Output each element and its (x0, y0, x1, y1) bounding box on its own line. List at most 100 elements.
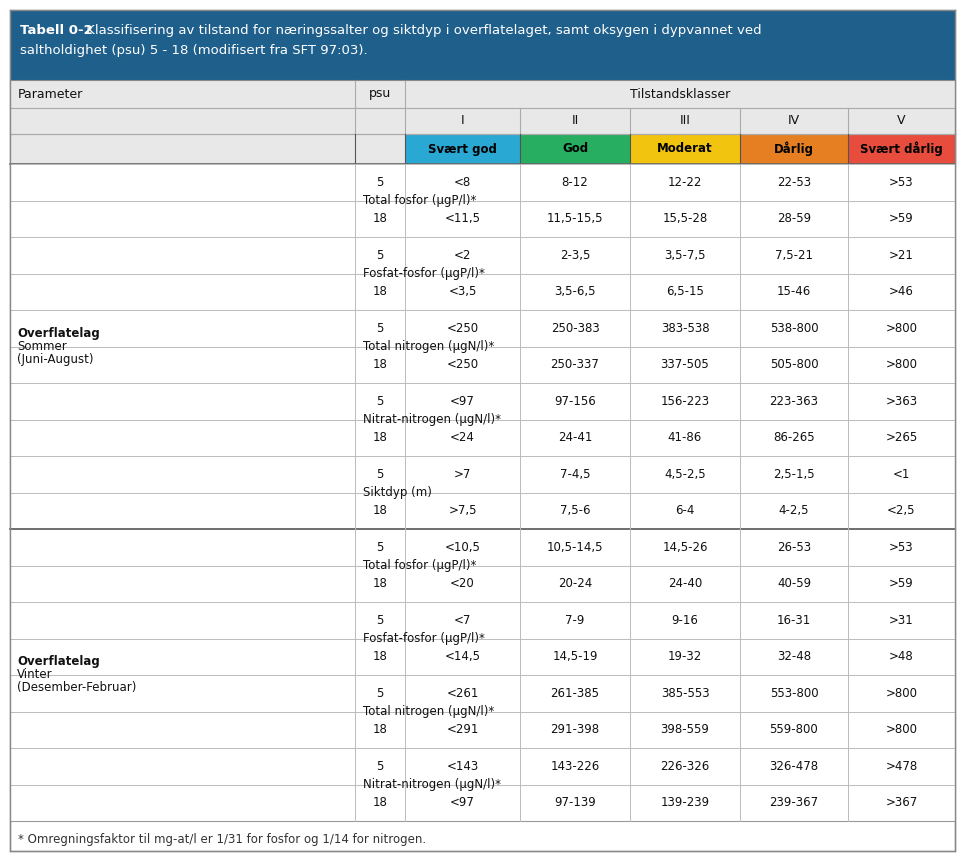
Text: >7,5: >7,5 (449, 505, 477, 517)
Text: >59: >59 (889, 577, 914, 591)
Text: Svært dårlig: Svært dårlig (860, 142, 943, 157)
Text: Total nitrogen (µgN/l)*: Total nitrogen (µgN/l)* (363, 705, 494, 718)
Text: 24-40: 24-40 (668, 577, 703, 591)
Text: 2-3,5: 2-3,5 (560, 249, 591, 262)
Text: >800: >800 (886, 687, 918, 700)
Text: <250: <250 (447, 358, 479, 371)
Text: >31: >31 (889, 614, 914, 627)
Text: Total fosfor (µgP/l)*: Total fosfor (µgP/l)* (363, 559, 477, 572)
Text: 5: 5 (376, 468, 384, 480)
Text: 7-4,5: 7-4,5 (560, 468, 591, 480)
Text: Siktdyp (m): Siktdyp (m) (363, 486, 432, 499)
Text: 97-156: 97-156 (554, 394, 595, 408)
Text: 5: 5 (376, 759, 384, 773)
Text: 5: 5 (376, 541, 384, 554)
Text: saltholdighet (psu) 5 - 18 (modifisert fra SFT 97:03).: saltholdighet (psu) 5 - 18 (modifisert f… (20, 44, 368, 57)
Text: 3,5-6,5: 3,5-6,5 (554, 285, 595, 298)
Text: <8: <8 (454, 176, 471, 189)
Text: 538-800: 538-800 (770, 322, 818, 335)
Bar (740, 134, 848, 164)
Text: 32-48: 32-48 (777, 650, 811, 663)
Text: * Omregningsfaktor til mg-at/l er 1/31 for fosfor og 1/14 for nitrogen.: * Omregningsfaktor til mg-at/l er 1/31 f… (18, 833, 427, 846)
Text: <10,5: <10,5 (445, 541, 481, 554)
Bar (405, 134, 520, 164)
Text: 14,5-19: 14,5-19 (552, 650, 597, 663)
Text: 3,5-7,5: 3,5-7,5 (664, 249, 705, 262)
Text: Tilstandsklasser: Tilstandsklasser (630, 88, 731, 101)
Text: 553-800: 553-800 (770, 687, 818, 700)
Text: 5: 5 (376, 176, 384, 189)
Bar (10, 10, 955, 80)
Bar (10, 164, 955, 821)
Text: 7-9: 7-9 (565, 614, 585, 627)
Text: 337-505: 337-505 (661, 358, 709, 371)
Text: <1: <1 (893, 468, 910, 480)
Text: <97: <97 (450, 796, 475, 809)
Text: <143: <143 (447, 759, 479, 773)
Text: 18: 18 (372, 213, 387, 226)
Text: >46: >46 (889, 285, 914, 298)
Text: Vinter: Vinter (17, 668, 53, 682)
Text: Parameter: Parameter (18, 88, 83, 101)
Text: 18: 18 (372, 577, 387, 591)
Text: 6-4: 6-4 (676, 505, 695, 517)
Text: I: I (460, 115, 464, 127)
Text: IV: IV (788, 115, 800, 127)
Text: >367: >367 (885, 796, 918, 809)
Text: >265: >265 (885, 431, 918, 444)
Text: 156-223: 156-223 (660, 394, 709, 408)
Text: <11,5: <11,5 (445, 213, 481, 226)
Text: >800: >800 (886, 723, 918, 736)
Bar (848, 134, 955, 164)
Text: 143-226: 143-226 (550, 759, 599, 773)
Text: <261: <261 (446, 687, 479, 700)
Text: (Desember-Februar): (Desember-Februar) (17, 682, 136, 695)
Text: Moderat: Moderat (657, 143, 713, 156)
Text: 18: 18 (372, 723, 387, 736)
Text: 19-32: 19-32 (668, 650, 703, 663)
Text: 16-31: 16-31 (777, 614, 812, 627)
Text: 15,5-28: 15,5-28 (662, 213, 707, 226)
Text: <2,5: <2,5 (887, 505, 916, 517)
Text: 223-363: 223-363 (769, 394, 818, 408)
Text: 6,5-15: 6,5-15 (666, 285, 703, 298)
Text: 7,5-6: 7,5-6 (560, 505, 591, 517)
Text: Overflatelag: Overflatelag (17, 655, 99, 668)
Text: 250-337: 250-337 (551, 358, 599, 371)
Text: 15-46: 15-46 (777, 285, 812, 298)
Text: <24: <24 (450, 431, 475, 444)
Text: 5: 5 (376, 394, 384, 408)
Text: 7,5-21: 7,5-21 (775, 249, 813, 262)
Text: 398-559: 398-559 (661, 723, 709, 736)
Text: psu: psu (369, 88, 391, 101)
Text: 4-2,5: 4-2,5 (779, 505, 810, 517)
Text: <7: <7 (454, 614, 471, 627)
Text: 559-800: 559-800 (770, 723, 818, 736)
Text: Overflatelag: Overflatelag (17, 327, 99, 340)
Text: 10,5-14,5: 10,5-14,5 (547, 541, 603, 554)
Text: Total nitrogen (µgN/l)*: Total nitrogen (µgN/l)* (363, 340, 494, 353)
Text: 383-538: 383-538 (661, 322, 709, 335)
Text: <291: <291 (446, 723, 479, 736)
Text: Nitrat-nitrogen (µgN/l)*: Nitrat-nitrogen (µgN/l)* (363, 778, 501, 791)
Text: >363: >363 (886, 394, 918, 408)
Bar (520, 134, 630, 164)
Text: 97-139: 97-139 (554, 796, 595, 809)
Text: >7: >7 (454, 468, 471, 480)
Text: 22-53: 22-53 (777, 176, 811, 189)
Text: Svært god: Svært god (428, 143, 497, 156)
Text: (Juni-August): (Juni-August) (17, 353, 94, 366)
Bar (630, 134, 740, 164)
Text: 291-398: 291-398 (550, 723, 599, 736)
Text: Sommer: Sommer (17, 340, 67, 353)
Text: III: III (679, 115, 690, 127)
Text: 9-16: 9-16 (672, 614, 699, 627)
Text: <14,5: <14,5 (445, 650, 481, 663)
Text: <3,5: <3,5 (449, 285, 477, 298)
Text: Total fosfor (µgP/l)*: Total fosfor (µgP/l)* (363, 194, 477, 207)
Text: 250-383: 250-383 (551, 322, 599, 335)
Text: 18: 18 (372, 358, 387, 371)
Text: >800: >800 (886, 358, 918, 371)
Text: 5: 5 (376, 322, 384, 335)
Text: 26-53: 26-53 (777, 541, 811, 554)
